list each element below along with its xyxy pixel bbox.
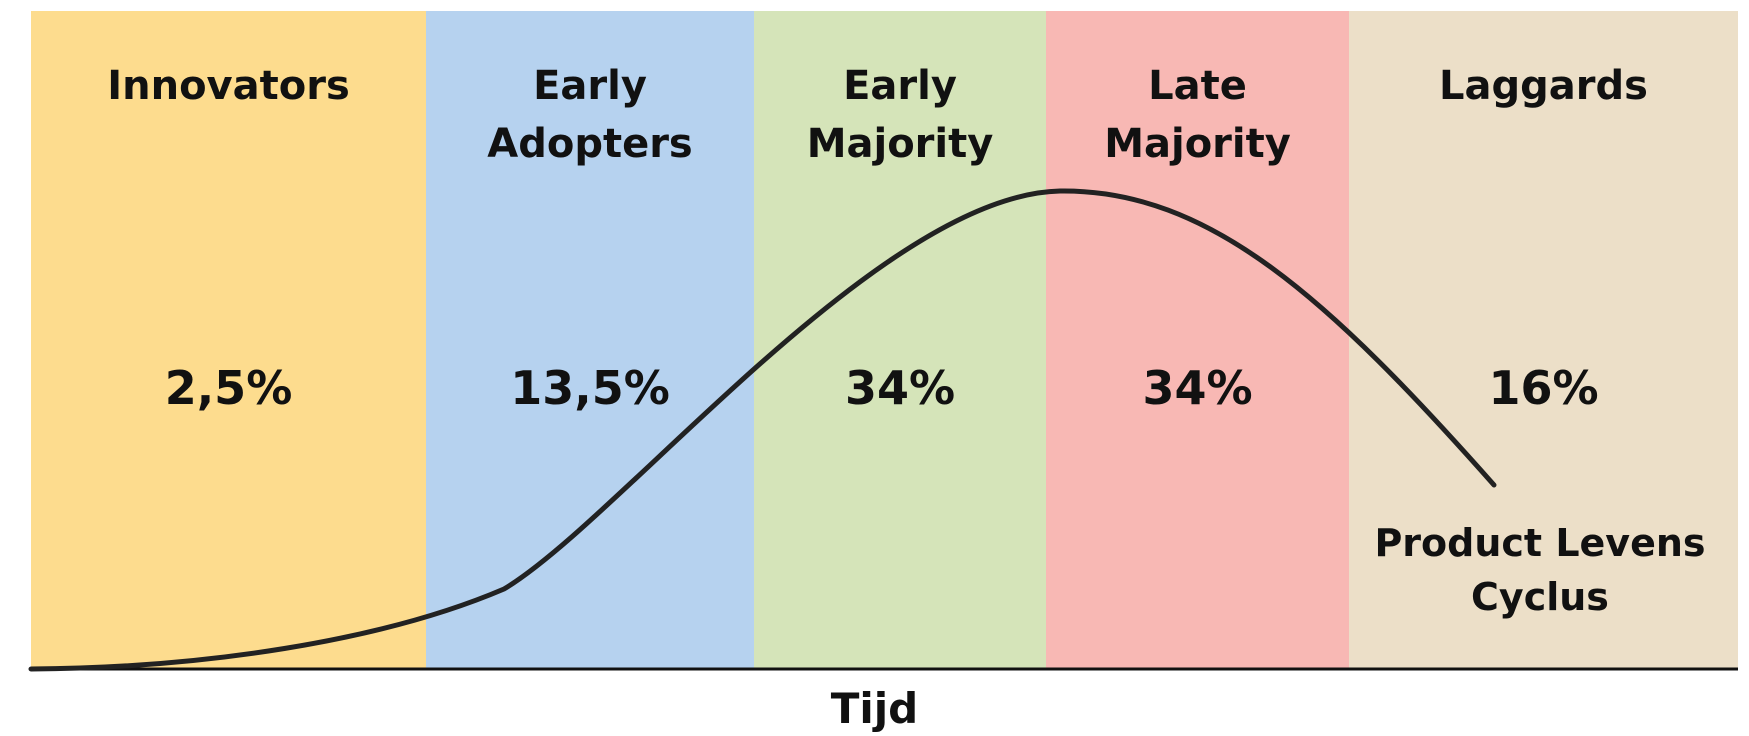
segment-label: Laggards bbox=[1439, 63, 1648, 109]
adoption-curve bbox=[28, 188, 1497, 672]
segment-share: 2,5% bbox=[164, 361, 293, 415]
segment: Laggards 16% bbox=[1349, 11, 1738, 669]
segment-share: 34% bbox=[844, 361, 956, 415]
segment: Late Majority 34% bbox=[1046, 11, 1349, 669]
axis-label: Tijd bbox=[830, 684, 919, 733]
segment: Innovators 2,5% bbox=[31, 11, 426, 669]
segment-share: 16% bbox=[1488, 361, 1599, 415]
curve-label: Product Levens Cyclus bbox=[1374, 521, 1706, 619]
segment: Early Adopters 13,5% bbox=[426, 11, 754, 669]
segment-share: 13,5% bbox=[510, 361, 670, 415]
segment-share: 34% bbox=[1142, 361, 1253, 415]
segment: Early Majority 34% bbox=[754, 11, 1046, 669]
segment-label: Early Adopters bbox=[487, 63, 693, 167]
segment-label: Early Majority bbox=[806, 63, 994, 167]
segment-label: Innovators bbox=[107, 63, 350, 109]
segment-label: Late Majority bbox=[1104, 63, 1291, 167]
